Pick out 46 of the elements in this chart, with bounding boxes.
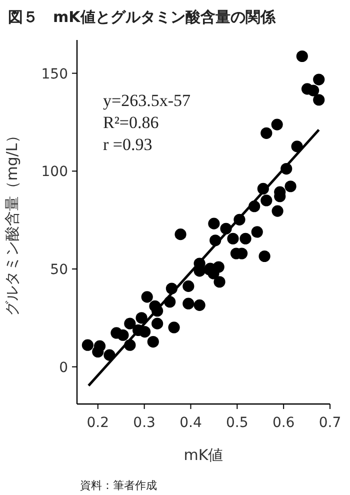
point [152, 318, 164, 330]
point [258, 250, 270, 262]
point [174, 228, 186, 240]
point [212, 261, 224, 273]
x-tick-label: 0.7 [318, 415, 342, 431]
y-tick-label: 150 [41, 66, 68, 82]
point [182, 280, 194, 292]
point [141, 291, 153, 303]
point [214, 276, 226, 288]
point [82, 339, 94, 351]
x-axis-title: mK値 [184, 446, 224, 464]
point [284, 180, 296, 192]
y-tick-label: 50 [50, 262, 68, 278]
annotation: R²=0.86 [103, 113, 159, 132]
point [182, 298, 194, 310]
point [117, 329, 129, 341]
point [227, 232, 239, 244]
text: 資料：筆者作成 [80, 479, 157, 492]
point [271, 118, 283, 130]
chart-title: 図５ mK値とグルタミン酸含量の関係 [8, 8, 276, 26]
point [136, 312, 148, 324]
point [240, 232, 252, 244]
point [313, 74, 325, 86]
x-tick-label: 0.2 [86, 415, 110, 431]
annotation: y=263.5x-57 [103, 91, 191, 110]
point [124, 318, 136, 330]
x-tick-label: 0.4 [180, 415, 202, 431]
point [296, 50, 308, 62]
y-tick-label: 0 [59, 360, 68, 376]
point [272, 205, 284, 217]
point [260, 127, 272, 139]
point [208, 218, 220, 230]
x-tick-label: 0.6 [272, 415, 295, 431]
point [138, 326, 151, 338]
x-tick-label: 0.5 [226, 415, 248, 431]
point [147, 336, 159, 348]
point [260, 194, 272, 206]
y-axis-title: グルタミン酸含量（mg/L） [3, 128, 21, 316]
point [313, 94, 325, 106]
point [168, 322, 180, 334]
annotation: r =0.93 [103, 135, 152, 154]
point [194, 299, 206, 311]
point [92, 346, 104, 358]
y-tick-label: 100 [41, 164, 68, 180]
point [251, 226, 263, 238]
x-tick-label: 0.3 [133, 415, 156, 431]
